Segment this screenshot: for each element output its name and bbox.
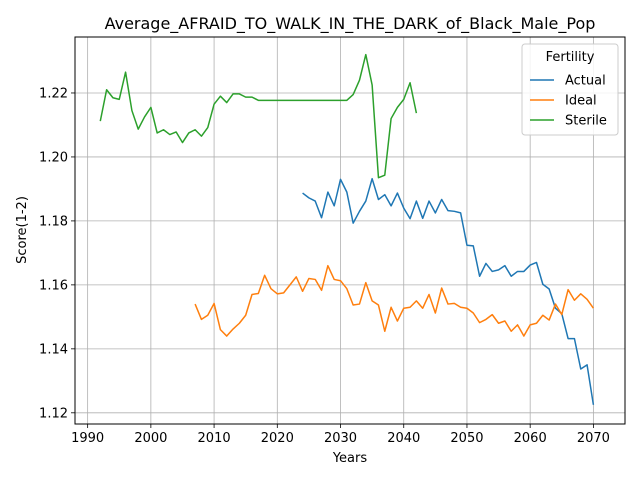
x-tick-label: 2050 [450,431,483,446]
x-tick-label: 2070 [577,431,610,446]
legend-entry-ideal: Ideal [565,94,597,109]
legend: Fertility Actual Ideal Sterile [521,43,619,136]
y-tick-label: 1.12 [39,406,68,421]
chart-title: Average_AFRAID_TO_WALK_IN_THE_DARK_of_Bl… [105,14,596,34]
y-tick-label: 1.18 [39,214,68,229]
x-tick-label: 2000 [134,431,167,446]
legend-entry-actual: Actual [565,74,606,89]
legend-entry-sterile: Sterile [565,114,607,129]
legend-box [521,43,619,136]
y-axis: 1.12 1.14 1.16 1.18 1.20 1.22 [39,86,75,421]
x-tick-label: 2010 [198,431,231,446]
x-axis: 1990 2000 2010 2020 2030 2040 2050 2060 2070 [71,424,610,446]
y-tick-label: 1.16 [39,278,68,293]
y-tick-label: 1.20 [39,150,68,165]
series-line-actual [302,177,595,405]
y-tick-label: 1.14 [39,342,68,357]
y-tick-label: 1.22 [39,86,68,101]
x-tick-label: 1990 [71,431,104,446]
x-tick-label: 2040 [387,431,420,446]
series-line-ideal [194,264,595,337]
series-line-sterile [99,53,418,179]
x-tick-label: 2060 [514,431,547,446]
plot-frame [74,36,626,425]
x-tick-label: 2020 [261,431,294,446]
x-tick-label: 2030 [324,431,357,446]
legend-title: Fertility [546,50,595,65]
series-lines [99,53,595,405]
y-axis-label: Score(1-2) [15,196,30,264]
x-axis-label: Years [332,451,368,466]
